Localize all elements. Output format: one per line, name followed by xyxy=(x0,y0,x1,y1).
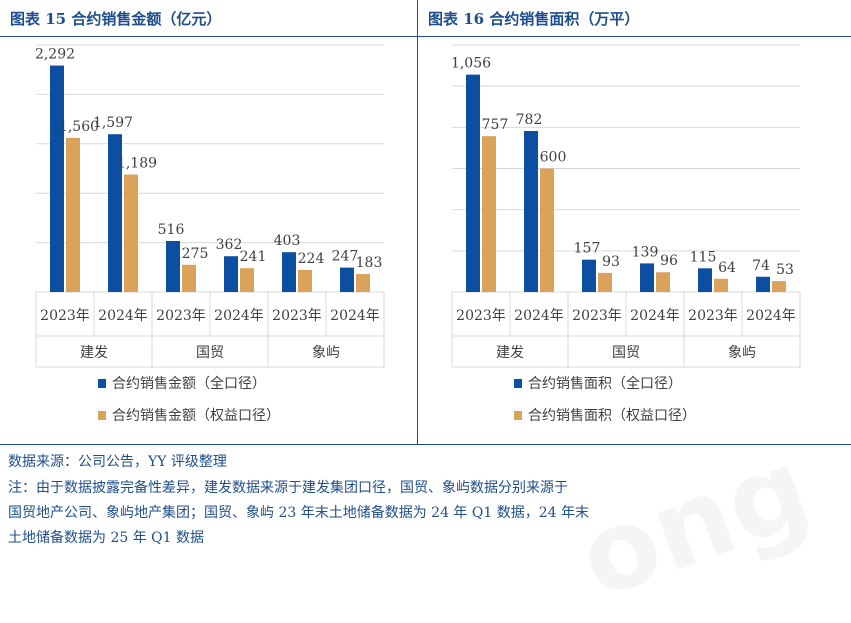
c0-data-label-s1-4: 224 xyxy=(298,251,325,267)
c1-data-label-s1-5: 53 xyxy=(776,262,794,278)
c0-data-label-s0-5: 247 xyxy=(332,249,359,265)
footnote-line-2: 国贸地产公司、象屿地产集团；国贸、象屿 23 年末土地储备数据为 24 年 Q1… xyxy=(8,505,589,521)
chart-title-right: 图表 16 合约销售面积（万平） xyxy=(428,10,640,28)
c1-group-label-0: 建发 xyxy=(496,345,524,361)
c0-bar-s1-4 xyxy=(298,269,312,292)
c0-data-label-s1-5: 183 xyxy=(356,255,383,271)
c0-bar-s0-3 xyxy=(224,256,238,292)
c1-data-label-s1-0: 757 xyxy=(482,117,509,133)
footnote-line-1: 注：由于数据披露完备性差异，建发数据来源于建发集团口径，国贸、象屿数据分别来源于 xyxy=(8,480,568,496)
c1-data-label-s1-4: 64 xyxy=(718,260,736,276)
c0-group-label-1: 国贸 xyxy=(196,345,224,361)
title-rule xyxy=(0,36,851,37)
c0-bar-s0-1 xyxy=(108,134,122,292)
c1-group-label-1: 国贸 xyxy=(612,345,640,361)
c0-bar-s1-1 xyxy=(124,174,138,292)
c1-bar-s1-5 xyxy=(772,281,786,292)
c1-legend-swatch-1 xyxy=(514,411,522,420)
c0-data-label-s0-4: 403 xyxy=(274,233,301,249)
c0-bar-s0-4 xyxy=(282,252,296,292)
c1-bar-s1-0 xyxy=(482,136,496,292)
c1-bar-s0-2 xyxy=(582,259,596,292)
c0-bar-s0-0 xyxy=(50,65,64,292)
c0-bar-s1-5 xyxy=(356,273,370,292)
c1-bar-s0-4 xyxy=(698,268,712,292)
c1-bar-s0-3 xyxy=(640,263,654,292)
c0-bar-s0-2 xyxy=(166,241,180,292)
c1-legend-label-0: 合约销售面积（全口径） xyxy=(528,375,682,392)
c0-category-label-5: 2024年 xyxy=(330,308,380,324)
chart-title-left: 图表 15 合约销售金额（亿元） xyxy=(10,10,222,28)
c1-category-label-4: 2023年 xyxy=(688,308,738,324)
c0-data-label-s0-3: 362 xyxy=(216,237,243,253)
c0-bar-s1-3 xyxy=(240,268,254,292)
c1-category-label-3: 2024年 xyxy=(630,308,680,324)
c1-data-label-s0-3: 139 xyxy=(632,244,659,260)
c0-category-label-0: 2023年 xyxy=(40,308,90,324)
c0-category-label-3: 2024年 xyxy=(214,308,264,324)
c1-category-label-2: 2023年 xyxy=(572,308,622,324)
c1-category-label-1: 2024年 xyxy=(514,308,564,324)
c1-data-label-s0-0: 1,056 xyxy=(451,56,491,72)
c1-data-label-s1-2: 93 xyxy=(602,254,620,270)
c1-bar-s1-1 xyxy=(540,168,554,292)
c0-category-label-2: 2023年 xyxy=(156,308,206,324)
c0-data-label-s0-1: 1,597 xyxy=(93,115,133,131)
c1-bar-s0-0 xyxy=(466,74,480,292)
c1-data-label-s1-1: 600 xyxy=(540,150,567,166)
c0-data-label-s0-2: 516 xyxy=(158,222,185,238)
c0-legend-swatch-1 xyxy=(98,411,106,420)
c0-bar-s0-5 xyxy=(340,267,354,292)
c1-group-label-2: 象屿 xyxy=(728,345,756,361)
c0-data-label-s1-2: 275 xyxy=(182,246,209,262)
c1-bar-s1-3 xyxy=(656,272,670,292)
c1-data-label-s1-3: 96 xyxy=(660,253,678,269)
c0-group-label-0: 建发 xyxy=(80,345,108,361)
c0-legend-label-1: 合约销售金额（权益口径） xyxy=(112,408,280,424)
c1-data-label-s0-1: 782 xyxy=(516,112,543,128)
c0-bar-s1-2 xyxy=(182,264,196,292)
footer-rule xyxy=(0,444,851,445)
c0-data-label-s0-0: 2,292 xyxy=(35,47,75,63)
c0-legend-label-0: 合约销售金额（全口径） xyxy=(112,375,266,392)
c1-data-label-s0-2: 157 xyxy=(574,241,601,257)
source-note: 数据来源：公司公告，YY 评级整理 xyxy=(8,454,227,470)
c1-data-label-s0-4: 115 xyxy=(690,249,717,265)
c1-bar-s1-2 xyxy=(598,272,612,292)
c1-legend-label-1: 合约销售面积（权益口径） xyxy=(528,408,696,424)
c0-legend-swatch-0 xyxy=(98,379,106,388)
panel-separator xyxy=(417,0,418,444)
c1-data-label-s0-5: 74 xyxy=(752,258,770,274)
footnote-line-3: 土地储备数据为 25 年 Q1 数据 xyxy=(8,530,204,546)
c1-bar-s0-1 xyxy=(524,131,538,292)
c0-bar-s1-0 xyxy=(66,137,80,292)
c0-data-label-s1-1: 1,189 xyxy=(117,156,157,172)
c1-category-label-0: 2023年 xyxy=(456,308,506,324)
c0-category-label-4: 2023年 xyxy=(272,308,322,324)
charts-canvas: 2,292 1,560 2023年 1,597 1,189 2024年 516 275 2023… xyxy=(35,44,801,424)
c1-bar-s0-5 xyxy=(756,276,770,292)
c0-data-label-s1-3: 241 xyxy=(240,249,267,265)
c1-bar-s1-4 xyxy=(714,278,728,292)
c1-category-label-5: 2024年 xyxy=(746,308,796,324)
c1-legend-swatch-0 xyxy=(514,379,522,388)
c0-category-label-1: 2024年 xyxy=(98,308,148,324)
c0-data-label-s1-0: 1,560 xyxy=(59,119,99,135)
c0-group-label-2: 象屿 xyxy=(312,345,340,361)
